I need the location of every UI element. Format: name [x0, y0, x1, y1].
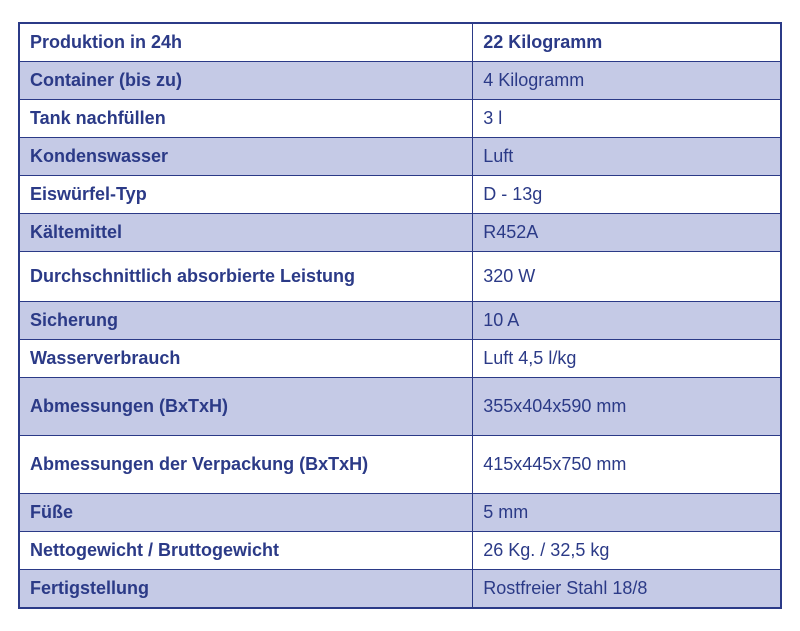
spec-value: 5 mm	[473, 494, 781, 532]
spec-label: Tank nachfüllen	[19, 100, 473, 138]
spec-label: Eiswürfel-Typ	[19, 176, 473, 214]
spec-value: 3 l	[473, 100, 781, 138]
spec-value: 4 Kilogramm	[473, 62, 781, 100]
spec-label: Wasserverbrauch	[19, 340, 473, 378]
spec-label: Durchschnittlich absorbierte Leistung	[19, 252, 473, 302]
table-row: KondenswasserLuft	[19, 138, 781, 176]
spec-value: Rostfreier Stahl 18/8	[473, 570, 781, 609]
spec-value: 22 Kilogramm	[473, 23, 781, 62]
spec-value: Luft	[473, 138, 781, 176]
spec-label: Abmessungen (BxTxH)	[19, 378, 473, 436]
table-row: Füße5 mm	[19, 494, 781, 532]
table-row: KältemittelR452A	[19, 214, 781, 252]
spec-value: D - 13g	[473, 176, 781, 214]
spec-value: R452A	[473, 214, 781, 252]
spec-table: Produktion in 24h22 KilogrammContainer (…	[18, 22, 782, 609]
spec-value: Luft 4,5 l/kg	[473, 340, 781, 378]
spec-label: Füße	[19, 494, 473, 532]
spec-label: Container (bis zu)	[19, 62, 473, 100]
table-row: Nettogewicht / Bruttogewicht26 Kg. / 32,…	[19, 532, 781, 570]
table-row: Durchschnittlich absorbierte Leistung320…	[19, 252, 781, 302]
table-row: Eiswürfel-TypD - 13g	[19, 176, 781, 214]
spec-label: Produktion in 24h	[19, 23, 473, 62]
table-row: Sicherung10 A	[19, 302, 781, 340]
table-row: Tank nachfüllen3 l	[19, 100, 781, 138]
spec-label: Abmessungen der Verpackung (BxTxH)	[19, 436, 473, 494]
spec-value: 10 A	[473, 302, 781, 340]
spec-value: 26 Kg. / 32,5 kg	[473, 532, 781, 570]
table-row: Container (bis zu)4 Kilogramm	[19, 62, 781, 100]
table-row: WasserverbrauchLuft 4,5 l/kg	[19, 340, 781, 378]
spec-label: Nettogewicht / Bruttogewicht	[19, 532, 473, 570]
spec-label: Kondenswasser	[19, 138, 473, 176]
table-row: Abmessungen (BxTxH)355x404x590 mm	[19, 378, 781, 436]
spec-value: 415x445x750 mm	[473, 436, 781, 494]
table-row: Abmessungen der Verpackung (BxTxH)415x44…	[19, 436, 781, 494]
spec-value: 320 W	[473, 252, 781, 302]
table-row: Produktion in 24h22 Kilogramm	[19, 23, 781, 62]
spec-table-body: Produktion in 24h22 KilogrammContainer (…	[19, 23, 781, 608]
spec-label: Sicherung	[19, 302, 473, 340]
spec-value: 355x404x590 mm	[473, 378, 781, 436]
spec-label: Kältemittel	[19, 214, 473, 252]
spec-label: Fertigstellung	[19, 570, 473, 609]
table-row: FertigstellungRostfreier Stahl 18/8	[19, 570, 781, 609]
